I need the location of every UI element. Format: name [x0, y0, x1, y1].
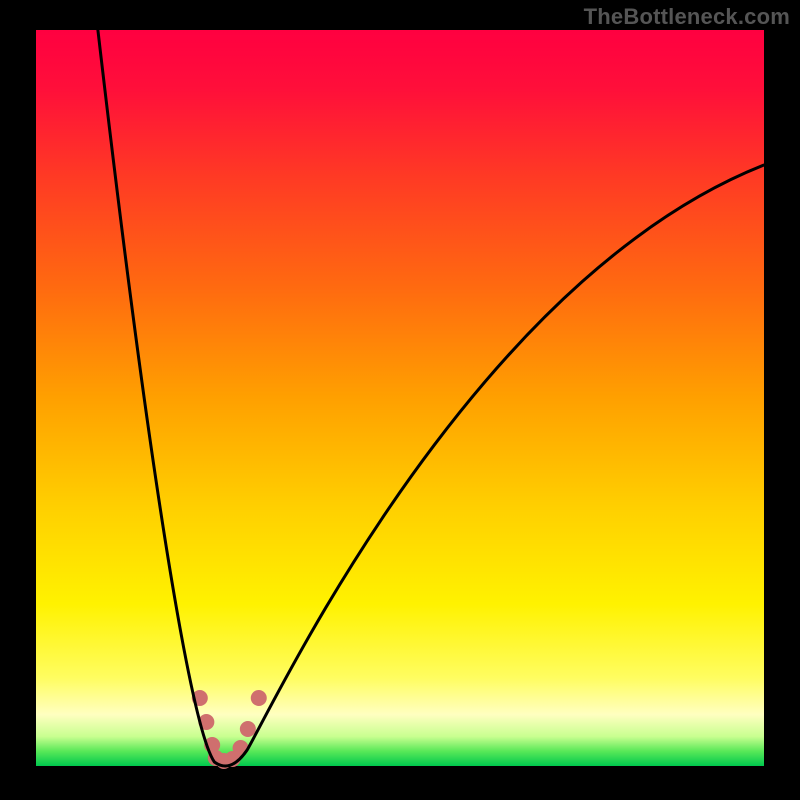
chart-svg	[0, 0, 800, 800]
valley-marker	[251, 690, 267, 706]
valley-marker	[240, 721, 256, 737]
watermark-text: TheBottleneck.com	[584, 4, 790, 30]
root-frame: { "canvas": { "width": 800, "height": 80…	[0, 0, 800, 800]
